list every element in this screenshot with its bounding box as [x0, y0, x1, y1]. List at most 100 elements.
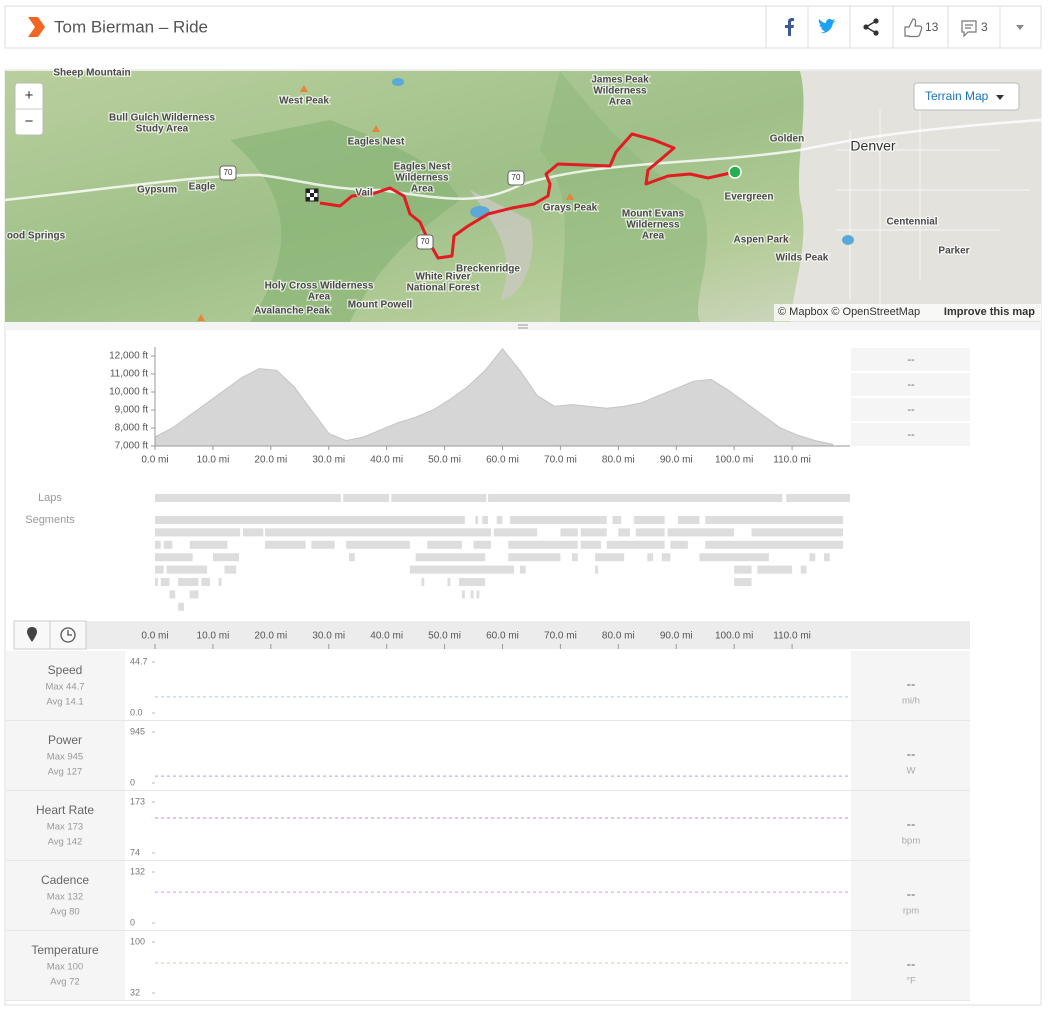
segment-bar[interactable]	[212, 553, 239, 562]
stream-avg: Avg 80	[50, 907, 79, 918]
segment-bar[interactable]	[155, 578, 158, 586]
side-value: --	[907, 429, 915, 441]
y-tick-label: 12,000 ft	[109, 351, 148, 362]
segment-bar[interactable]	[155, 528, 241, 537]
segment-bar[interactable]	[809, 553, 816, 562]
segment-bar[interactable]	[475, 516, 479, 524]
segment-bar[interactable]	[201, 578, 211, 586]
segment-bar[interactable]	[612, 516, 622, 524]
map-label: Gypsum	[137, 185, 177, 196]
segment-bar[interactable]	[470, 590, 474, 599]
segment-bar[interactable]	[224, 565, 237, 574]
segment-bar[interactable]	[459, 578, 486, 586]
segment-bar[interactable]	[595, 565, 599, 574]
y-tick-label: 9,000 ft	[115, 405, 149, 416]
segment-bar[interactable]	[178, 602, 184, 611]
segment-bar[interactable]	[734, 578, 752, 586]
segment-bar[interactable]	[349, 553, 355, 562]
segment-bar[interactable]	[647, 553, 654, 562]
segment-bar[interactable]	[265, 540, 306, 549]
share-button[interactable]	[863, 18, 879, 36]
segment-bar[interactable]	[635, 528, 665, 537]
segment-bar[interactable]	[166, 565, 208, 574]
segment-bar[interactable]	[415, 553, 486, 562]
map-label: Eagle	[189, 182, 216, 193]
map-type-caret[interactable]	[996, 95, 1004, 100]
segment-bar[interactable]	[699, 553, 769, 562]
segment-bar[interactable]	[667, 528, 735, 537]
segment-bar[interactable]	[734, 565, 752, 574]
segment-bar[interactable]	[189, 590, 199, 599]
stream-label-cell	[6, 651, 125, 720]
stream-current: --	[907, 956, 916, 971]
distance-icon[interactable]	[27, 627, 37, 642]
segment-bar[interactable]	[508, 540, 578, 549]
facebook-share[interactable]	[785, 18, 794, 36]
stream-y-tick-label: 32	[130, 987, 140, 997]
segment-bar[interactable]	[265, 528, 491, 537]
segment-bar[interactable]	[243, 528, 264, 537]
segment-bar[interactable]	[705, 540, 844, 549]
segment-bar[interactable]	[447, 578, 451, 586]
segment-bar[interactable]	[189, 540, 228, 549]
more-menu[interactable]	[1016, 25, 1024, 30]
segment-bar[interactable]	[677, 516, 700, 524]
segment-bar[interactable]	[519, 565, 526, 574]
segment-bar[interactable]	[421, 578, 425, 586]
segment-bar[interactable]	[661, 553, 671, 562]
segment-bar[interactable]	[155, 516, 465, 524]
improve-map[interactable]: Improve this map	[944, 306, 1035, 318]
segment-bar[interactable]	[560, 528, 578, 537]
segment-bar[interactable]	[155, 553, 193, 562]
segment-bar[interactable]	[473, 540, 491, 549]
segment-bar[interactable]	[476, 590, 480, 599]
zoom-out[interactable]: −	[25, 113, 34, 130]
segment-bar[interactable]	[751, 528, 844, 537]
segment-bar[interactable]	[595, 553, 625, 562]
segment-bar[interactable]	[496, 516, 503, 524]
segment-bar[interactable]	[178, 578, 199, 586]
stream-toolbar	[14, 621, 970, 649]
segment-bar[interactable]	[670, 540, 688, 549]
segment-bar[interactable]	[493, 528, 538, 537]
segment-bar[interactable]	[606, 540, 665, 549]
segment-bar[interactable]	[580, 528, 607, 537]
twitter-share[interactable]	[818, 19, 836, 34]
map-label: Golden	[770, 134, 804, 145]
map-label: Parker	[938, 246, 969, 257]
segment-bar[interactable]	[160, 578, 170, 586]
segment-bar[interactable]	[757, 565, 793, 574]
segment-bar[interactable]	[572, 553, 578, 562]
comment-count[interactable]: 3	[981, 20, 988, 34]
highway-shield	[416, 234, 434, 250]
segment-bar[interactable]	[461, 590, 465, 599]
segment-bar[interactable]	[705, 516, 844, 524]
segment-bar[interactable]	[823, 553, 830, 562]
map-type-label[interactable]: Terrain Map	[925, 89, 989, 103]
segment-bar[interactable]	[346, 540, 410, 549]
zoom-in[interactable]: +	[25, 87, 34, 104]
segment-bar[interactable]	[482, 516, 489, 524]
stream-name: Speed	[48, 663, 83, 677]
segment-bar[interactable]	[311, 540, 335, 549]
kudos-count[interactable]: 13	[925, 20, 939, 34]
segment-bar[interactable]	[169, 590, 176, 599]
segment-bar[interactable]	[155, 565, 164, 574]
segment-bar[interactable]	[800, 565, 807, 574]
segment-bar[interactable]	[580, 540, 601, 549]
segment-bar[interactable]	[163, 540, 173, 549]
map-type-button[interactable]	[913, 82, 1020, 111]
segment-bar[interactable]	[409, 565, 515, 574]
map-label: Area	[609, 97, 632, 108]
stream-name: Temperature	[31, 943, 99, 957]
segment-bar[interactable]	[633, 516, 665, 524]
segment-bar[interactable]	[218, 578, 222, 586]
kudos-icon[interactable]	[904, 18, 923, 38]
segment-bar[interactable]	[510, 516, 607, 524]
comment-icon[interactable]	[961, 20, 977, 38]
segment-bar[interactable]	[618, 528, 630, 537]
time-icon[interactable]	[60, 627, 76, 643]
segment-bar[interactable]	[508, 553, 561, 562]
segment-bar[interactable]	[155, 540, 161, 549]
segment-bar[interactable]	[427, 540, 462, 549]
